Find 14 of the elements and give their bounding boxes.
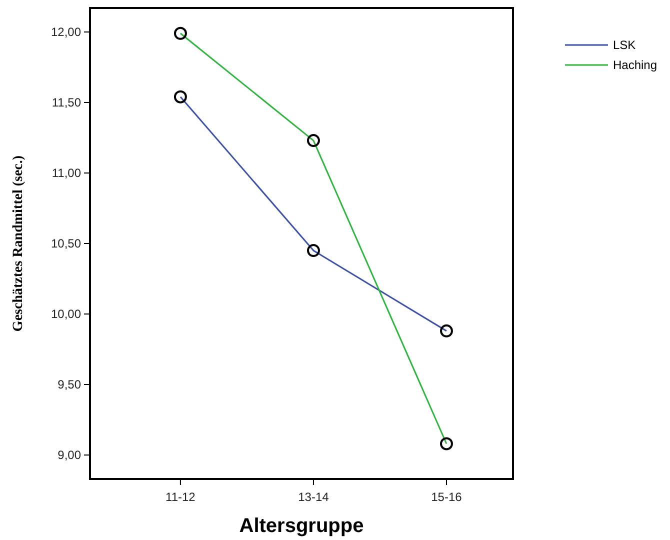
y-tick-label: 9,00 bbox=[58, 448, 82, 462]
legend-label: LSK bbox=[613, 38, 636, 52]
y-tick-label: 12,00 bbox=[50, 25, 82, 40]
y-tick-label: 11,50 bbox=[52, 96, 82, 110]
x-tick-label: 13-14 bbox=[298, 490, 330, 504]
y-tick-label: 11,00 bbox=[52, 166, 82, 180]
x-axis-title: Altersgruppe bbox=[239, 515, 364, 537]
x-tick-label: 11-12 bbox=[166, 490, 196, 504]
x-tick-label: 15-16 bbox=[431, 490, 462, 504]
y-tick-label: 10,00 bbox=[50, 307, 82, 322]
y-tick-label: 9,50 bbox=[58, 378, 82, 392]
legend-label: Haching bbox=[613, 58, 658, 72]
y-tick-label: 10,50 bbox=[50, 236, 82, 251]
y-axis-title: Geschätztes Randmittel (sec.) bbox=[11, 155, 26, 332]
